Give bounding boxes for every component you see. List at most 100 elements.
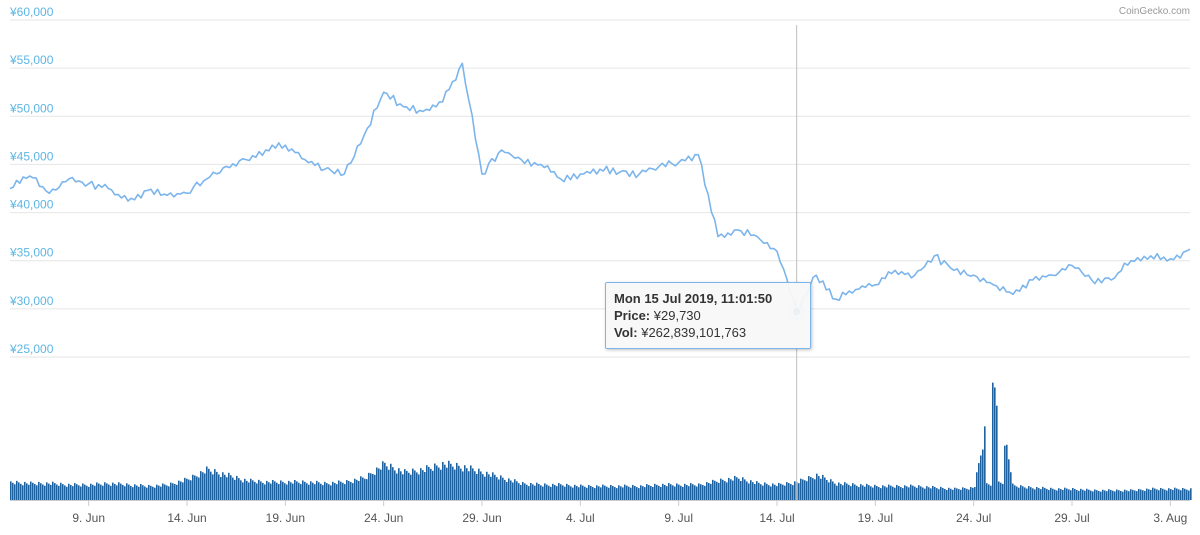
volume-bar [10,481,12,500]
volume-bar [76,484,78,500]
volume-bar [70,484,72,500]
volume-bar [312,482,314,500]
volume-bar [612,486,614,500]
volume-bar [944,488,946,500]
y-tick-label: ¥45,000 [9,149,54,163]
volume-bar [1166,490,1168,500]
volume-bar [282,481,284,500]
volume-bar [1142,490,1144,500]
volume-bar [202,472,204,500]
volume-bar [960,489,962,500]
volume-bar [696,486,698,500]
volume-bar [662,483,664,500]
volume-bar [884,486,886,500]
volume-bar [894,487,896,500]
volume-bar [1184,488,1186,500]
volume-bar [920,486,922,500]
volume-bar [72,486,74,500]
volume-bar [476,474,478,500]
volume-bar [1106,491,1108,500]
volume-bar [788,483,790,500]
volume-bar [56,484,58,500]
volume-bar [716,481,718,500]
volume-bar [140,483,142,500]
volume-bar [360,476,362,500]
volume-bar [216,471,218,500]
volume-bar [666,486,668,500]
volume-bar [766,483,768,500]
x-tick-label: 14. Jun [167,511,206,525]
volume-bar [1118,490,1120,500]
volume-bar [172,483,174,500]
volume-bar [560,484,562,500]
volume-bar [892,486,894,500]
volume-bar [118,482,120,500]
volume-bar [628,486,630,500]
volume-bar [826,479,828,500]
volume-bar [1168,488,1170,500]
volume-bar [830,479,832,500]
volume-bar [702,485,704,500]
volume-bar [28,484,30,500]
volume-bar [768,485,770,500]
volume-bar [246,480,248,500]
volume-bar [654,483,656,500]
volume-bar [1014,485,1016,500]
volume-bar [508,478,510,500]
volume-bar [938,489,940,500]
volume-bar [552,483,554,500]
volume-bar [650,485,652,500]
volume-bar [724,481,726,500]
volume-bar [448,460,450,500]
volume-bar [424,472,426,500]
volume-bar [570,486,572,500]
volume-bar [776,486,778,500]
volume-bar [328,484,330,500]
volume-bar [858,487,860,500]
volume-bar [988,484,990,500]
volume-bar [1152,487,1154,500]
volume-bar [760,484,762,500]
volume-bar [1082,489,1084,500]
volume-bar [718,482,720,500]
volume-bar [754,484,756,500]
volume-bar [950,488,952,500]
credit-link[interactable]: CoinGecko.com [1119,6,1190,17]
volume-bar [384,462,386,500]
volume-bar [1188,490,1190,500]
x-tick-label: 14. Jul [759,511,794,525]
volume-bar [292,483,294,500]
volume-bar [604,485,606,500]
volume-bar [860,484,862,500]
volume-bar [214,469,216,500]
volume-bar [16,480,18,500]
volume-bar [1004,445,1006,500]
price-line[interactable] [9,62,1191,313]
volume-bar [358,480,360,500]
volume-bar [1176,488,1178,500]
volume-bar [420,468,422,500]
volume-bar [856,485,858,500]
volume-bar [836,485,838,500]
volume-bar [486,471,488,500]
volume-bar [804,480,806,500]
volume-bar [200,471,202,500]
volume-bar [660,486,662,500]
volume-bar [406,470,408,500]
volume-bar [252,480,254,500]
volume-bar [1154,488,1156,500]
volume-bar [742,477,744,500]
volume-bar [302,480,304,500]
volume-bar [1078,490,1080,500]
y-tick-label: ¥60,000 [9,5,54,19]
volume-bar [670,484,672,500]
volume-bar [128,484,130,500]
volume-bar [912,485,914,500]
volume-bar [640,485,642,500]
volume-bar [730,479,732,500]
volume-bar [1092,491,1094,500]
volume-bar [498,479,500,500]
y-tick-label: ¥40,000 [9,198,54,212]
volume-bar [66,486,68,500]
volume-bar [1032,488,1034,500]
